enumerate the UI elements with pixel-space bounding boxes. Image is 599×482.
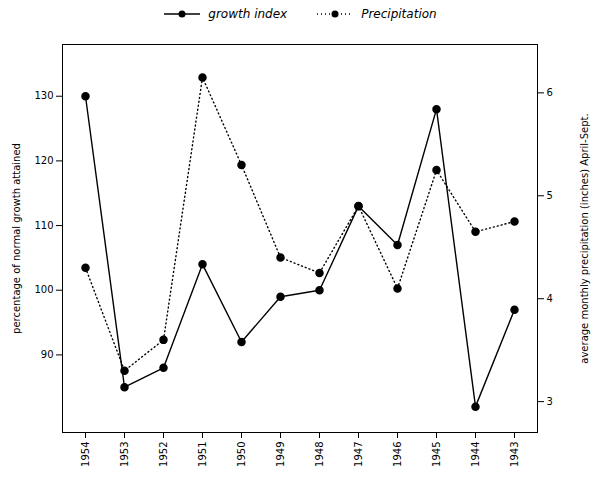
svg-text:percentage of normal growth at: percentage of normal growth attained [11,143,22,334]
svg-text:1949: 1949 [275,442,286,467]
html-text:Precipitation: Precipitation [361,7,437,21]
svg-text:1948: 1948 [314,442,325,467]
svg-text:1954: 1954 [80,442,91,467]
svg-text:1951: 1951 [197,442,208,467]
svg-text:130: 130 [34,90,53,101]
svg-text:6: 6 [547,87,553,98]
svg-text:1952: 1952 [158,442,169,467]
svg-text:1945: 1945 [431,442,442,467]
html-text:growth index: growth index [208,7,288,21]
svg-text:1950: 1950 [236,442,247,467]
svg-text:1944: 1944 [470,442,481,467]
svg-text:4: 4 [547,293,553,304]
svg-text:average monthly precipitation: average monthly precipitation (inches) A… [579,113,590,363]
svg-text:110: 110 [34,220,53,231]
svg-text:120: 120 [34,155,53,166]
svg-text:100: 100 [34,284,53,295]
svg-text:5: 5 [547,190,553,201]
svg-text:90: 90 [41,349,54,360]
svg-text:3: 3 [547,396,553,407]
svg-text:1943: 1943 [509,442,520,467]
svg-text:1946: 1946 [392,442,403,467]
svg-text:1947: 1947 [353,442,364,467]
svg-text:1953: 1953 [119,442,130,467]
